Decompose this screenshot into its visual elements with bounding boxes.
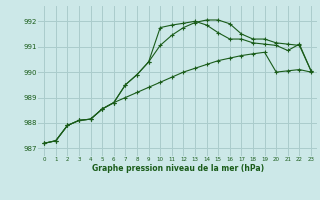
X-axis label: Graphe pression niveau de la mer (hPa): Graphe pression niveau de la mer (hPa) (92, 164, 264, 173)
